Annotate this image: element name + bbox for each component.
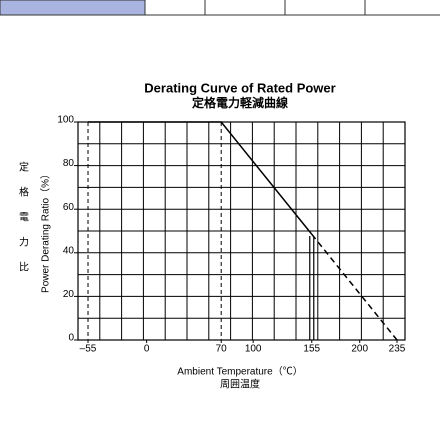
y-tick-label: 0 [68,333,74,344]
plot-frame [77,121,406,341]
y-tick-label: 60 [63,202,75,213]
data-line [88,121,313,235]
y-tick-label: 80 [63,158,75,169]
x-tick-label: 100 [245,344,262,355]
y-axis-label-vertical: 電 [19,212,29,224]
x-tick-label: 235 [389,344,406,355]
y-tick-label: 100 [57,115,74,126]
x-tick-label: 70 [216,344,228,355]
x-tick-label: 200 [351,344,368,355]
y-axis-label-vertical: 格 [19,186,29,199]
x-axis-label: Ambient Temperature（℃） [177,366,302,378]
data-line [311,233,398,341]
y-tick-label: 20 [63,289,75,300]
x-tick-label: –55 [80,344,97,355]
chart-subtitle: 定格電力軽減曲線 [192,95,288,110]
x-tick-label: 155 [303,344,320,355]
x-tick-label: 0 [144,344,150,355]
y-axis-label-vertical: 力 [19,236,29,249]
y-axis-label-vertical: 定 [19,161,29,174]
y-tick-label: 40 [63,245,75,256]
y-axis-label: Power Derating Ratio（%） [40,169,52,293]
y-axis-label-vertical: 比 [19,262,29,274]
table-fragment [0,0,440,16]
chart-title: Derating Curve of Rated Power [144,80,335,95]
x-axis-label-sub: 周囲温度 [220,378,260,391]
table-cell [0,0,146,16]
